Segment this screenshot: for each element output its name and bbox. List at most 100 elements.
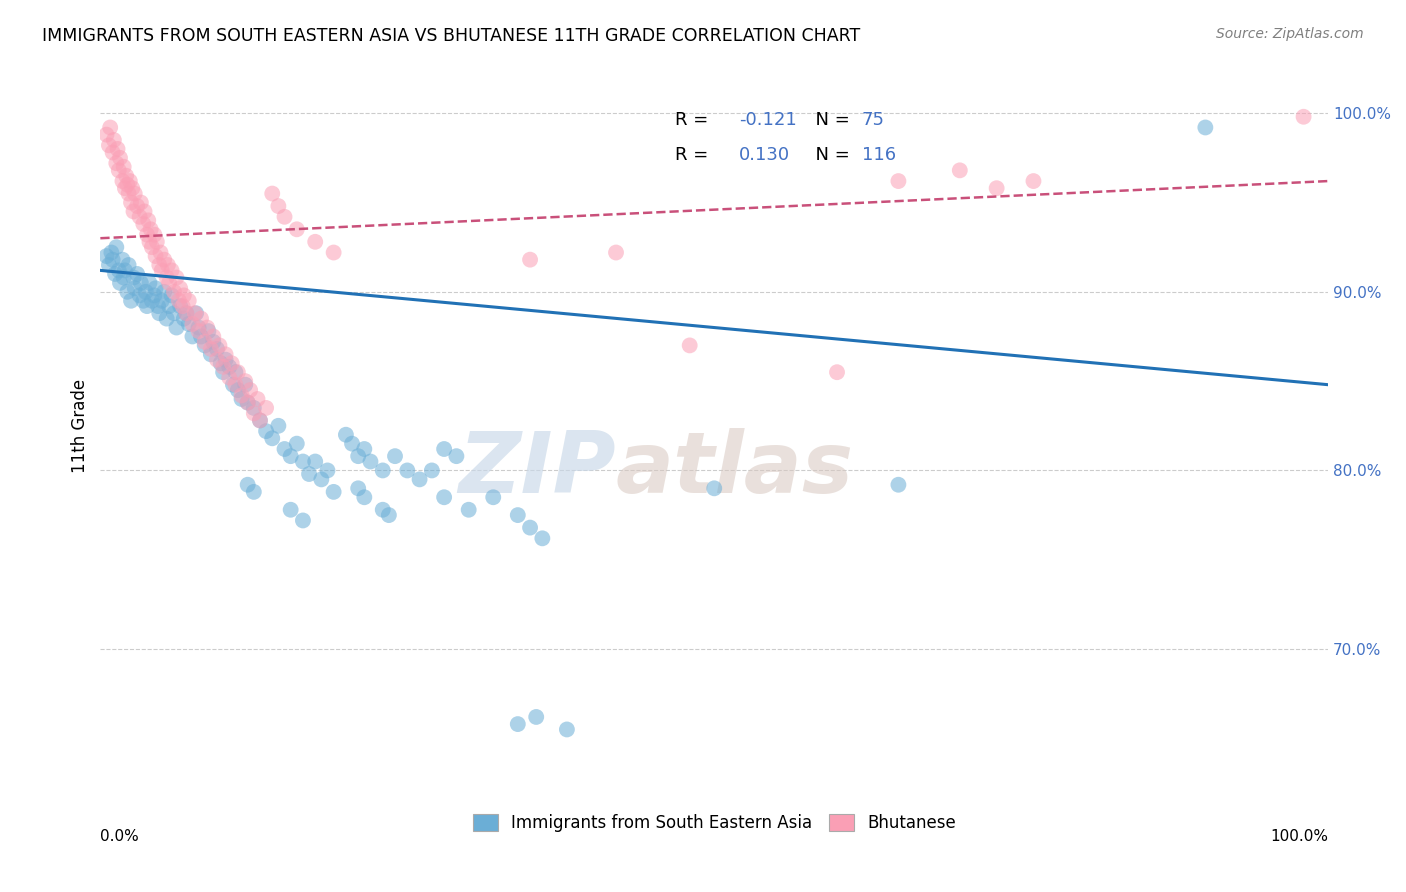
Point: [378, 508, 401, 522]
Point: [177, 317, 200, 331]
Point: [136, 213, 159, 227]
Point: [226, 383, 249, 397]
Point: [136, 227, 159, 242]
Point: [115, 169, 138, 183]
Point: [420, 463, 443, 477]
Point: [101, 145, 124, 160]
Point: [160, 263, 183, 277]
Point: [120, 293, 142, 308]
Point: [371, 463, 394, 477]
Point: [231, 388, 253, 402]
Point: [173, 311, 195, 326]
Point: [98, 120, 121, 135]
Point: [138, 235, 160, 249]
Point: [169, 281, 191, 295]
Point: [138, 276, 160, 290]
Point: [153, 252, 176, 267]
Point: [267, 199, 290, 213]
Point: [120, 195, 142, 210]
Point: [316, 463, 339, 477]
Point: [111, 252, 134, 267]
Point: [107, 263, 129, 277]
Point: [353, 490, 375, 504]
Point: [184, 306, 207, 320]
Point: [124, 281, 146, 295]
Point: [703, 481, 725, 495]
Point: [280, 502, 302, 516]
Point: [524, 710, 547, 724]
Point: [112, 160, 135, 174]
Point: [243, 401, 266, 415]
Point: [181, 329, 204, 343]
Point: [214, 347, 236, 361]
Point: [298, 467, 321, 481]
Point: [149, 245, 172, 260]
Point: [114, 181, 136, 195]
Point: [163, 306, 186, 320]
Point: [96, 128, 118, 142]
Point: [166, 270, 188, 285]
Point: [156, 270, 179, 285]
Point: [243, 484, 266, 499]
Point: [679, 338, 702, 352]
Point: [200, 342, 222, 356]
Point: [408, 472, 430, 486]
Point: [226, 365, 249, 379]
Text: R =: R =: [675, 145, 714, 164]
Point: [181, 317, 204, 331]
Text: atlas: atlas: [616, 428, 855, 511]
Point: [231, 392, 253, 406]
Point: [167, 293, 190, 308]
Point: [112, 270, 135, 285]
Point: [146, 299, 169, 313]
Point: [176, 306, 198, 320]
Point: [105, 156, 128, 170]
Point: [280, 449, 302, 463]
Point: [433, 442, 456, 456]
Point: [322, 245, 344, 260]
Text: 75: 75: [862, 111, 884, 128]
Point: [221, 356, 243, 370]
Point: [311, 472, 333, 486]
Point: [177, 293, 200, 308]
Point: [214, 352, 236, 367]
Point: [153, 285, 176, 299]
Point: [141, 240, 163, 254]
Point: [273, 442, 295, 456]
Point: [96, 249, 118, 263]
Text: IMMIGRANTS FROM SOUTH EASTERN ASIA VS BHUTANESE 11TH GRADE CORRELATION CHART: IMMIGRANTS FROM SOUTH EASTERN ASIA VS BH…: [42, 27, 860, 45]
Point: [304, 454, 326, 468]
Point: [519, 252, 541, 267]
Point: [506, 508, 529, 522]
Legend: Immigrants from South Eastern Asia, Bhutanese: Immigrants from South Eastern Asia, Bhut…: [465, 807, 963, 838]
Point: [128, 210, 150, 224]
Point: [173, 288, 195, 302]
Point: [506, 717, 529, 731]
Point: [187, 324, 209, 338]
Point: [202, 334, 225, 349]
Point: [108, 276, 131, 290]
Point: [605, 245, 627, 260]
Point: [101, 252, 124, 267]
Text: N =: N =: [804, 145, 855, 164]
Point: [190, 311, 212, 326]
Point: [254, 424, 277, 438]
Point: [122, 270, 145, 285]
Point: [111, 174, 134, 188]
Point: [254, 401, 277, 415]
Point: [194, 338, 217, 352]
Point: [212, 359, 235, 374]
Point: [208, 338, 231, 352]
Point: [127, 267, 149, 281]
Point: [143, 288, 166, 302]
Point: [124, 186, 146, 201]
Point: [117, 186, 139, 201]
Point: [236, 395, 259, 409]
Point: [100, 245, 122, 260]
Point: [205, 352, 228, 367]
Point: [107, 142, 129, 156]
Point: [145, 249, 167, 263]
Point: [1194, 120, 1216, 135]
Text: R =: R =: [675, 111, 714, 128]
Point: [105, 240, 128, 254]
